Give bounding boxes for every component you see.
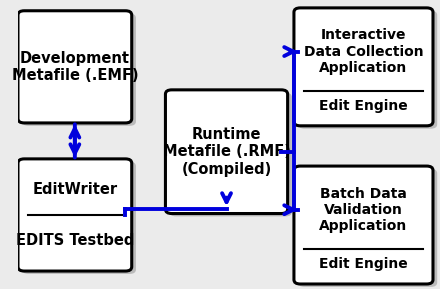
Text: EDITS Testbed: EDITS Testbed	[16, 233, 134, 248]
Text: Development
Metafile (.EMF): Development Metafile (.EMF)	[11, 51, 138, 83]
FancyBboxPatch shape	[22, 162, 136, 274]
Text: Batch Data
Validation
Application: Batch Data Validation Application	[319, 186, 407, 233]
FancyBboxPatch shape	[18, 11, 132, 123]
Text: EditWriter: EditWriter	[32, 181, 117, 197]
Text: Edit Engine: Edit Engine	[319, 99, 408, 113]
FancyBboxPatch shape	[294, 166, 433, 284]
FancyBboxPatch shape	[294, 8, 433, 126]
FancyBboxPatch shape	[22, 14, 136, 126]
FancyBboxPatch shape	[165, 90, 288, 214]
FancyBboxPatch shape	[18, 159, 132, 271]
Text: Interactive
Data Collection
Application: Interactive Data Collection Application	[304, 28, 423, 75]
FancyBboxPatch shape	[298, 11, 437, 129]
Text: Runtime
Metafile (.RMF)
(Compiled): Runtime Metafile (.RMF) (Compiled)	[163, 127, 290, 177]
FancyBboxPatch shape	[298, 169, 437, 287]
Text: Edit Engine: Edit Engine	[319, 257, 408, 271]
FancyBboxPatch shape	[170, 93, 292, 216]
